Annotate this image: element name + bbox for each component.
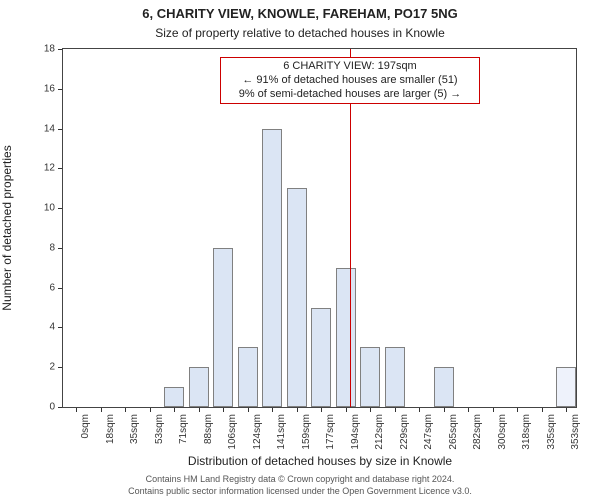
ytick-label: 6 [25,282,55,293]
xtick-label: 0sqm [80,414,91,474]
xtick-mark [444,408,445,412]
ytick-label: 14 [25,123,55,134]
xtick-label: 88sqm [203,414,214,474]
xtick-mark [174,408,175,412]
xtick-mark [76,408,77,412]
xtick-label: 124sqm [252,414,263,474]
xtick-mark [395,408,396,412]
ytick-label: 0 [25,402,55,413]
xtick-mark [248,408,249,412]
xtick-label: 106sqm [227,414,238,474]
xtick-label: 229sqm [399,414,410,474]
annotation-line: ← 91% of detached houses are smaller (51… [227,74,473,88]
xtick-label: 53sqm [154,414,165,474]
xtick-mark [542,408,543,412]
ytick-label: 10 [25,203,55,214]
y-axis-label: Number of detached properties [0,145,14,310]
xtick-label: 335sqm [546,414,557,474]
xtick-label: 18sqm [105,414,116,474]
xtick-label: 265sqm [448,414,459,474]
xtick-label: 318sqm [521,414,532,474]
xtick-mark [199,408,200,412]
bar-left [385,347,405,407]
page-subtitle: Size of property relative to detached ho… [0,26,600,40]
annotation-box: 6 CHARITY VIEW: 197sqm← 91% of detached … [220,57,480,104]
bar-left [262,129,282,407]
xtick-mark [297,408,298,412]
xtick-mark [321,408,322,412]
ytick-label: 8 [25,242,55,253]
bar-left [213,248,233,407]
bar-left [164,387,184,407]
xtick-mark [125,408,126,412]
bar-left [336,268,356,407]
ytick-mark [58,89,62,90]
bar-left [311,308,331,407]
bar-left [434,367,454,407]
xtick-mark [419,408,420,412]
ytick-mark [58,208,62,209]
xtick-mark [517,408,518,412]
xtick-mark [370,408,371,412]
xtick-label: 247sqm [423,414,434,474]
annotation-line: 6 CHARITY VIEW: 197sqm [227,60,473,74]
ytick-mark [58,49,62,50]
xtick-label: 194sqm [350,414,361,474]
bar-left [238,347,258,407]
ytick-mark [58,168,62,169]
bar-right [556,367,576,407]
ytick-label: 12 [25,163,55,174]
ytick-label: 16 [25,83,55,94]
ytick-mark [58,327,62,328]
ytick-label: 2 [25,362,55,373]
xtick-label: 141sqm [276,414,287,474]
annotation-line: 9% of semi-detached houses are larger (5… [227,88,473,102]
ytick-mark [58,248,62,249]
footnote-2: Contains public sector information licen… [0,486,600,496]
chart-plot-area: 6 CHARITY VIEW: 197sqm← 91% of detached … [62,48,577,408]
ytick-mark [58,367,62,368]
bar-left [360,347,380,407]
xtick-mark [272,408,273,412]
xtick-label: 353sqm [570,414,581,474]
ytick-mark [58,129,62,130]
xtick-label: 35sqm [129,414,140,474]
xtick-mark [346,408,347,412]
xtick-label: 282sqm [472,414,483,474]
xtick-label: 212sqm [374,414,385,474]
page-title: 6, CHARITY VIEW, KNOWLE, FAREHAM, PO17 5… [0,6,600,21]
xtick-mark [493,408,494,412]
xtick-mark [468,408,469,412]
bar-left [189,367,209,407]
xtick-mark [223,408,224,412]
xtick-label: 177sqm [325,414,336,474]
xtick-label: 300sqm [497,414,508,474]
xtick-mark [150,408,151,412]
footnote-1: Contains HM Land Registry data © Crown c… [0,474,600,484]
bar-left [287,188,307,407]
ytick-label: 4 [25,322,55,333]
ytick-label: 18 [25,44,55,55]
xtick-label: 71sqm [178,414,189,474]
ytick-mark [58,288,62,289]
xtick-mark [101,408,102,412]
xtick-mark [566,408,567,412]
xtick-label: 159sqm [301,414,312,474]
ytick-mark [58,407,62,408]
